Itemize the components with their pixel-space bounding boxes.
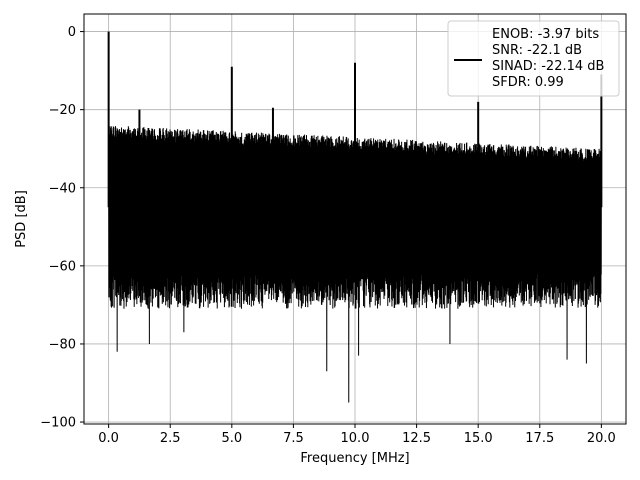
axis-ticks: 0.0 2.5 5.0 7.5 10.0 12.5 15.0 17.5 20.0 0 −20 −40 −… <box>40 25 616 446</box>
legend-box <box>447 20 620 97</box>
y-tick-label: −60 <box>49 259 76 274</box>
x-tick-label: 5.0 <box>221 431 242 446</box>
y-tick-label: −20 <box>49 103 76 118</box>
x-tick-label: 10.0 <box>341 431 370 446</box>
legend-entry: ENOB: -3.97 bits SNR: -22.1 dB SINAD: -22.… <box>492 27 604 90</box>
y-tick-label: 0 <box>68 25 76 40</box>
x-tick-label: 15.0 <box>464 431 493 446</box>
y-tick-label: −40 <box>49 181 76 196</box>
x-tick-label: 2.5 <box>160 431 181 446</box>
x-tick-label: 17.5 <box>525 431 554 446</box>
y-tick-label: −80 <box>49 337 76 352</box>
x-axis-label: Frequency [MHz] <box>300 451 409 466</box>
y-axis-label: PSD [dB] <box>14 190 29 248</box>
plot-area <box>107 31 603 403</box>
legend: ENOB: -3.97 bits SNR: -22.1 dB SINAD: -22.… <box>447 20 620 97</box>
x-tick-label: 7.5 <box>283 431 304 446</box>
x-tick-label: 12.5 <box>402 431 431 446</box>
x-tick-label: 0.0 <box>98 431 119 446</box>
x-tick-label: 20.0 <box>587 431 616 446</box>
y-tick-label: −100 <box>40 416 76 431</box>
